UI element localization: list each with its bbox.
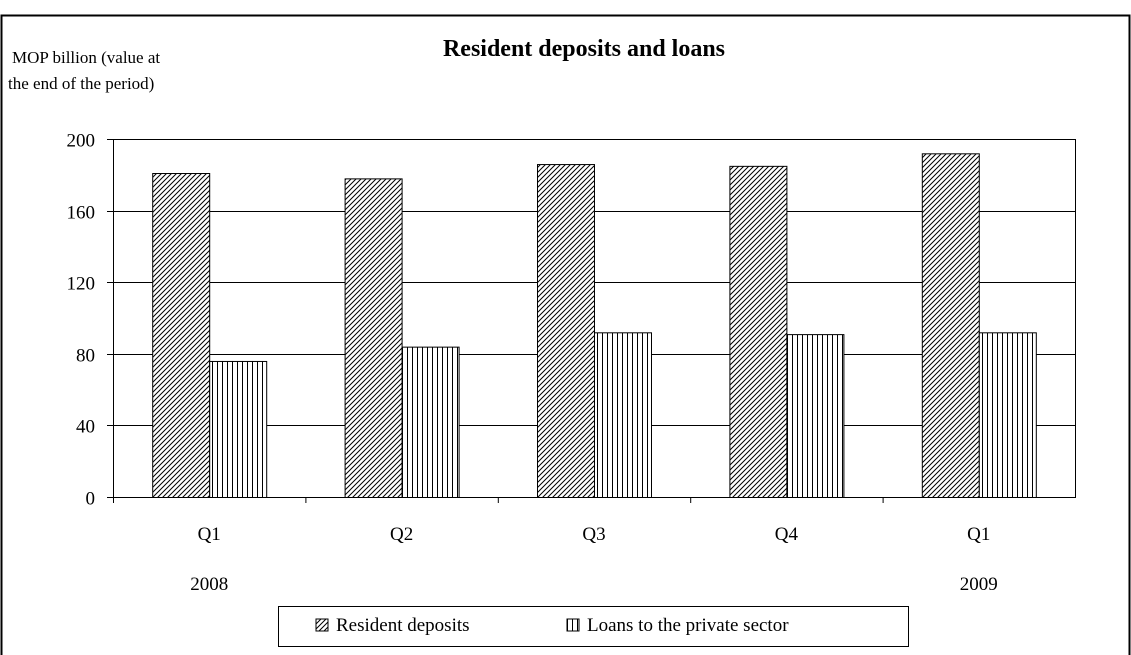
x-category-label: Q3 <box>582 524 605 545</box>
bar-resident-deposits-3 <box>729 165 788 498</box>
y-axis-label-line-1: MOP billion (value at <box>12 48 160 67</box>
year-label: 2008 <box>190 574 228 595</box>
y-tick-label: 0 <box>86 489 96 510</box>
bar-loans-private-sector-4 <box>978 332 1037 498</box>
legend-label-resident-deposits: Resident deposits <box>336 615 470 636</box>
plot-border <box>113 139 1076 498</box>
bar-loans-private-sector-3 <box>786 334 845 498</box>
bar-resident-deposits-2 <box>537 164 595 498</box>
y-tick-label: 120 <box>67 274 96 295</box>
legend-label-loans-private-sector: Loans to the private sector <box>587 615 789 636</box>
bar-loans-private-sector-0 <box>209 360 268 498</box>
y-tick-label: 80 <box>76 346 95 367</box>
y-tick-label: 160 <box>67 203 96 224</box>
x-category-label: Q1 <box>967 524 990 545</box>
x-category-label: Q2 <box>390 524 413 545</box>
y-axis-ticks: 0 40 80 120 160 200 <box>67 131 113 510</box>
legend-swatch-resident-deposits <box>315 618 329 632</box>
bar-loans-private-sector-2 <box>594 332 652 498</box>
x-axis-categories: Q1 Q2 Q3 Q4 Q1 <box>113 497 990 545</box>
plot-area: 0 40 80 120 160 200 Q1 Q2 Q3 Q4 Q1 2008 2009 <box>67 131 1076 595</box>
year-labels: 2008 2009 <box>190 574 998 595</box>
x-category-label: Q4 <box>775 524 799 545</box>
legend-swatch-loans-private-sector <box>566 618 580 632</box>
year-label: 2009 <box>960 574 998 595</box>
bar-resident-deposits-4 <box>921 153 980 498</box>
bars <box>152 153 1037 499</box>
legend: Resident deposits Loans to the private s… <box>278 606 909 647</box>
y-tick-label: 200 <box>67 131 96 152</box>
chart-title: Resident deposits and loans <box>443 36 725 62</box>
legend-box <box>278 606 909 647</box>
y-axis-label-line-2: the end of the period) <box>8 74 154 93</box>
x-category-label: Q1 <box>198 524 221 545</box>
bar-loans-private-sector-1 <box>401 346 460 499</box>
bar-resident-deposits-1 <box>344 178 403 498</box>
bar-resident-deposits-0 <box>152 173 211 498</box>
y-tick-label: 40 <box>76 417 95 438</box>
chart-frame <box>0 14 1131 655</box>
